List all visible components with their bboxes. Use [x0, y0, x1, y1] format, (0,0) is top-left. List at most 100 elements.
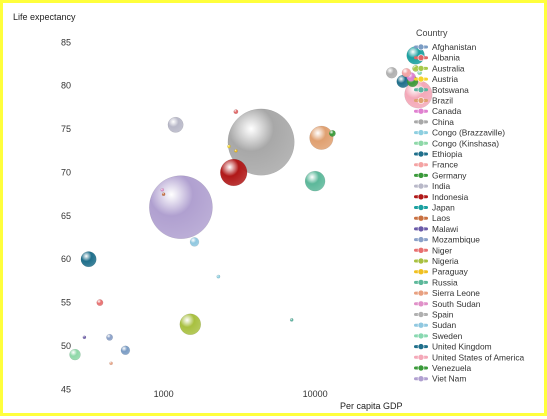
legend-item-venezuela[interactable]: Venezuela: [414, 363, 471, 373]
bubble-sierra-leone[interactable]: [109, 361, 113, 366]
legend-label: Austria: [432, 74, 458, 84]
legend-item-paraguay[interactable]: Paraguay: [414, 267, 469, 277]
bubble-sudan[interactable]: [189, 237, 200, 247]
legend-marker: [417, 247, 425, 254]
bubble-niger[interactable]: [96, 299, 104, 307]
bubble-spain[interactable]: [385, 66, 398, 79]
bubble-ethiopia[interactable]: [80, 251, 97, 268]
legend-marker: [417, 321, 425, 329]
legend-label: India: [432, 181, 451, 191]
legend-label: Albania: [432, 53, 460, 63]
legend-marker: [417, 353, 425, 361]
bubble-afghanistan[interactable]: [120, 345, 131, 356]
legend-marker: [417, 279, 425, 286]
legend-marker: [417, 268, 425, 276]
legend-label: Viet Nam: [432, 374, 466, 384]
legend-item-spain[interactable]: Spain: [414, 310, 454, 320]
legend-label: Sweden: [432, 331, 463, 341]
legend-item-australia[interactable]: Australia: [414, 63, 465, 73]
legend-item-japan[interactable]: Japan: [414, 203, 455, 213]
legend-item-afghanistan[interactable]: Afghanistan: [414, 42, 477, 52]
x-tick-label: 1000: [154, 389, 174, 399]
legend-item-laos[interactable]: Laos: [414, 213, 450, 223]
legend-item-united-kingdom[interactable]: United Kingdom: [414, 342, 492, 352]
legend-label: Indonesia: [432, 192, 469, 202]
legend-item-india[interactable]: India: [414, 181, 451, 191]
legend-marker: [417, 214, 425, 222]
legend-item-nigeria[interactable]: Nigeria: [414, 256, 459, 266]
legend-item-south-sudan[interactable]: South Sudan: [414, 299, 481, 309]
legend-label: Germany: [432, 170, 467, 180]
legend-item-mozambique[interactable]: Mozambique: [414, 235, 480, 245]
legend-item-sweden[interactable]: Sweden: [414, 331, 463, 341]
legend-item-viet-nam[interactable]: Viet Nam: [414, 374, 466, 384]
legend-marker: [417, 107, 425, 115]
legend-item-russia[interactable]: Russia: [414, 277, 458, 287]
legend-item-ethiopia[interactable]: Ethiopia: [414, 149, 463, 159]
legend-label: Laos: [432, 213, 450, 223]
bubble-russia[interactable]: [304, 170, 326, 192]
legend-item-france[interactable]: France: [414, 160, 458, 170]
bubble-botswana[interactable]: [289, 318, 294, 322]
legend-item-sierra-leone[interactable]: Sierra Leone: [414, 288, 480, 298]
legend-marker: [417, 54, 425, 62]
legend-item-albania[interactable]: Albania: [414, 53, 460, 63]
bubble-paraguay[interactable]: [234, 148, 238, 153]
legend-item-sudan[interactable]: Sudan: [414, 320, 457, 330]
legend-marker: [417, 225, 425, 233]
legend-item-brazil[interactable]: Brazil: [414, 96, 453, 106]
legend-item-china[interactable]: China: [414, 117, 454, 127]
legend-marker: [417, 300, 425, 308]
bubble-austria[interactable]: [227, 144, 231, 149]
legend-label: Mozambique: [432, 235, 480, 245]
bubble-mozambique[interactable]: [106, 333, 114, 341]
legend-item-congo-brazzaville-[interactable]: Congo (Brazzaville): [414, 128, 505, 138]
legend-marker: [417, 343, 425, 350]
bubble-china[interactable]: [227, 108, 295, 176]
y-tick-label: 75: [61, 124, 71, 134]
plot-area: [69, 46, 433, 366]
bubble-congo-kinshasa-[interactable]: [69, 348, 81, 361]
legend-item-austria[interactable]: Austria: [414, 74, 458, 84]
legend-item-united-states-of-america[interactable]: United States of America: [414, 352, 525, 362]
bubble-malawi[interactable]: [82, 335, 87, 340]
legend-item-niger[interactable]: Niger: [414, 245, 452, 255]
legend-label: Congo (Brazzaville): [432, 128, 505, 138]
bubble-viet-nam[interactable]: [149, 175, 213, 240]
legend-item-malawi[interactable]: Malawi: [414, 224, 458, 234]
bubble-france[interactable]: [401, 67, 412, 78]
legend-label: Australia: [432, 63, 465, 73]
bubble-south-sudan[interactable]: [160, 187, 165, 192]
bubble-albania[interactable]: [233, 109, 239, 115]
legend-label: Spain: [432, 310, 454, 320]
legend-label: Brazil: [432, 96, 453, 106]
legend-item-indonesia[interactable]: Indonesia: [414, 192, 469, 202]
legend[interactable]: Country AfghanistanAlbaniaAustraliaAustr…: [414, 28, 525, 384]
bubble-india[interactable]: [167, 116, 184, 133]
y-axis-ticks: 45 50 55 60 65 70 75 80 85: [61, 37, 71, 394]
y-tick-label: 55: [61, 298, 71, 308]
bubble-indonesia[interactable]: [220, 158, 248, 187]
legend-marker: [417, 311, 425, 318]
bubble-laos[interactable]: [161, 192, 166, 197]
legend-label: South Sudan: [432, 299, 481, 309]
legend-item-canada[interactable]: Canada: [414, 106, 462, 116]
legend-marker: [417, 364, 425, 372]
legend-item-congo-kinshasa-[interactable]: Congo (Kinshasa): [414, 138, 499, 148]
legend-label: Congo (Kinshasa): [432, 138, 499, 148]
legend-label: Venezuela: [432, 363, 471, 373]
legend-label: France: [432, 160, 458, 170]
y-tick-label: 65: [61, 211, 71, 221]
legend-marker: [417, 332, 425, 340]
legend-marker: [417, 257, 425, 265]
legend-label: Paraguay: [432, 267, 469, 277]
bubble-congo-brazzaville-[interactable]: [216, 274, 221, 279]
legend-item-germany[interactable]: Germany: [414, 170, 467, 180]
bubble-nigeria[interactable]: [179, 313, 202, 336]
y-tick-label: 80: [61, 81, 71, 91]
bubble-brazil[interactable]: [309, 125, 334, 150]
legend-item-botswana[interactable]: Botswana: [414, 85, 469, 95]
y-tick-label: 60: [61, 254, 71, 264]
bubble-venezuela[interactable]: [328, 129, 336, 137]
legend-label: United Kingdom: [432, 342, 492, 352]
